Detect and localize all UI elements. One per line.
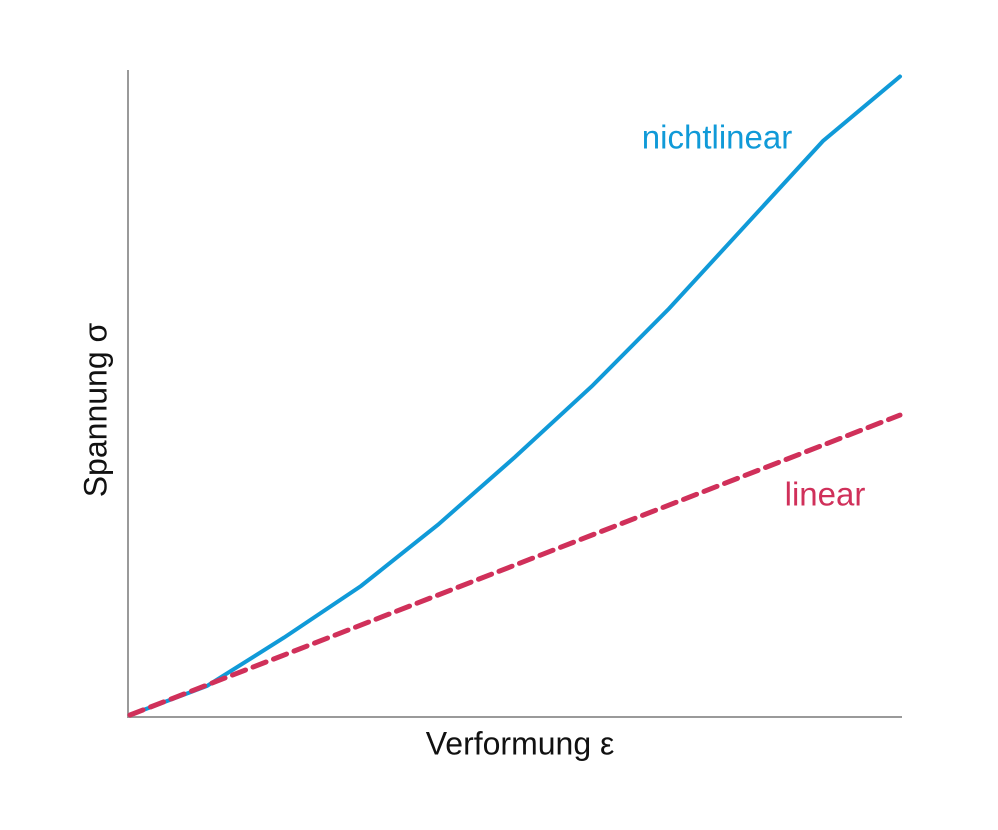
series-label: nichtlinear	[642, 119, 792, 156]
series-label: linear	[785, 476, 866, 513]
x-axis-title: Verformung ε	[426, 725, 615, 761]
y-axis-title: Spannung σ	[77, 322, 113, 497]
series-line	[128, 74, 902, 717]
series-line	[127, 412, 903, 718]
